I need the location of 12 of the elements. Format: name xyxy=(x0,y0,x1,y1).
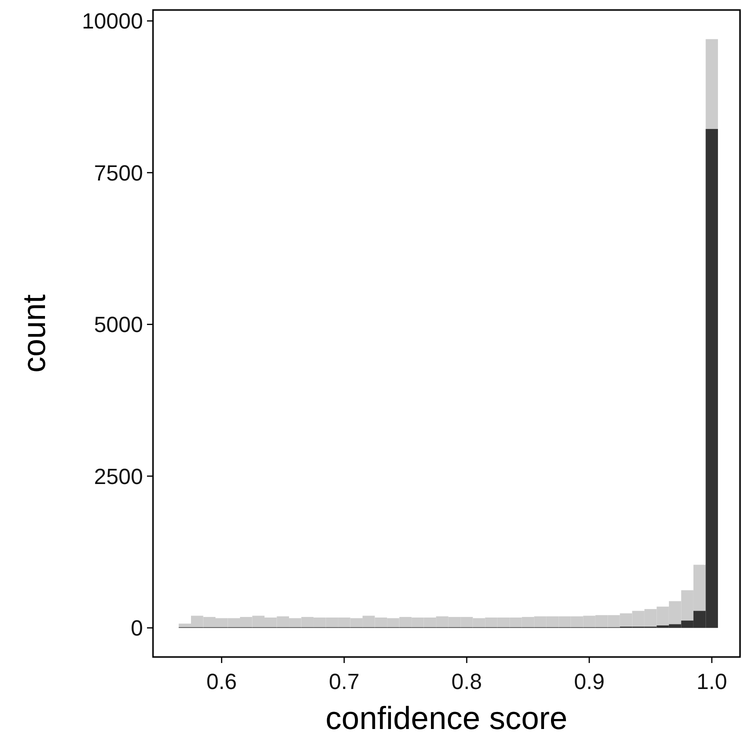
y-axis-title: count xyxy=(16,294,52,373)
x-axis-title: confidence score xyxy=(326,700,568,736)
y-tick-label: 7500 xyxy=(94,160,143,186)
y-tick-label: 0 xyxy=(130,616,143,641)
x-tick-label: 0.9 xyxy=(574,669,605,694)
x-tick-label: 0.7 xyxy=(328,669,360,694)
x-tick-label: 1.0 xyxy=(696,669,728,694)
x-tick-label: 0.8 xyxy=(451,669,482,694)
x-tick-label: 0.6 xyxy=(206,669,237,694)
y-tick-label: 5000 xyxy=(94,312,143,338)
y-tick-label: 2500 xyxy=(94,464,143,489)
y-tick-label: 10000 xyxy=(82,8,143,34)
